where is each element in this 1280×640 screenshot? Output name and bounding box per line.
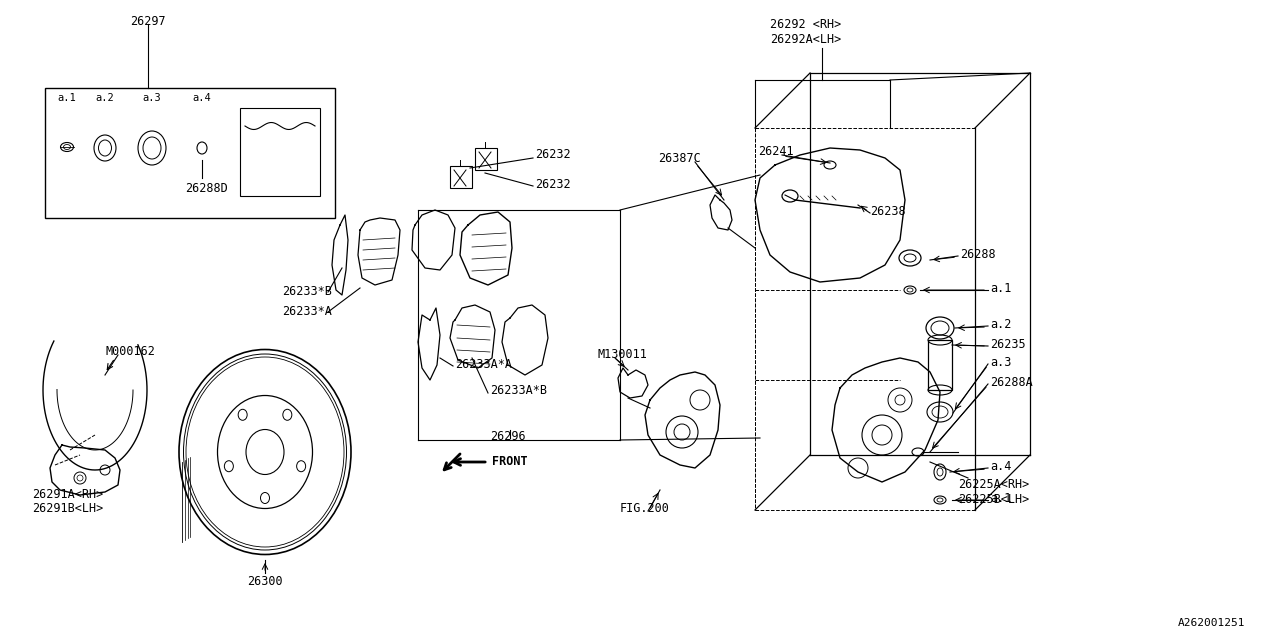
Bar <box>451 166 472 188</box>
Bar <box>928 340 952 390</box>
Text: a.3: a.3 <box>989 356 1011 369</box>
Text: 26296: 26296 <box>490 430 526 443</box>
Text: 26292 <RH>: 26292 <RH> <box>771 18 841 31</box>
Text: 26288A: 26288A <box>989 376 1033 389</box>
Text: 26233A*A: 26233A*A <box>454 358 512 371</box>
Text: a.4: a.4 <box>192 93 211 103</box>
Text: a.2: a.2 <box>989 318 1011 331</box>
Text: 26225A<RH>: 26225A<RH> <box>957 478 1029 491</box>
Bar <box>241 108 320 196</box>
Text: 26291A<RH>: 26291A<RH> <box>32 488 104 501</box>
Text: 26288: 26288 <box>960 248 996 261</box>
Text: M000162: M000162 <box>105 345 155 358</box>
Text: FIG.200: FIG.200 <box>620 502 669 515</box>
Text: 26292A<LH>: 26292A<LH> <box>771 33 841 46</box>
Text: 26241: 26241 <box>758 145 794 158</box>
Text: a.1: a.1 <box>989 492 1011 505</box>
Text: 26300: 26300 <box>247 575 283 588</box>
Text: 26233*A: 26233*A <box>282 305 332 318</box>
Text: 26233A*B: 26233A*B <box>490 384 547 397</box>
Text: 26288D: 26288D <box>186 182 228 195</box>
Text: a.1: a.1 <box>989 282 1011 295</box>
Text: a.3: a.3 <box>142 93 161 103</box>
Bar <box>475 148 497 170</box>
Text: 26225B<LH>: 26225B<LH> <box>957 493 1029 506</box>
Text: 26232: 26232 <box>535 178 571 191</box>
Text: 26235: 26235 <box>989 338 1025 351</box>
Text: 26297: 26297 <box>131 15 166 28</box>
Text: 26233*B: 26233*B <box>282 285 332 298</box>
Text: 26238: 26238 <box>870 205 906 218</box>
Text: a.4: a.4 <box>989 460 1011 473</box>
Text: A262001251: A262001251 <box>1178 618 1245 628</box>
Text: FRONT: FRONT <box>492 455 527 468</box>
Bar <box>45 88 335 218</box>
Text: a.1: a.1 <box>58 93 77 103</box>
Text: a.2: a.2 <box>96 93 114 103</box>
Text: 26387C: 26387C <box>658 152 700 165</box>
Text: 26291B<LH>: 26291B<LH> <box>32 502 104 515</box>
Text: M130011: M130011 <box>598 348 648 361</box>
Text: 26232: 26232 <box>535 148 571 161</box>
